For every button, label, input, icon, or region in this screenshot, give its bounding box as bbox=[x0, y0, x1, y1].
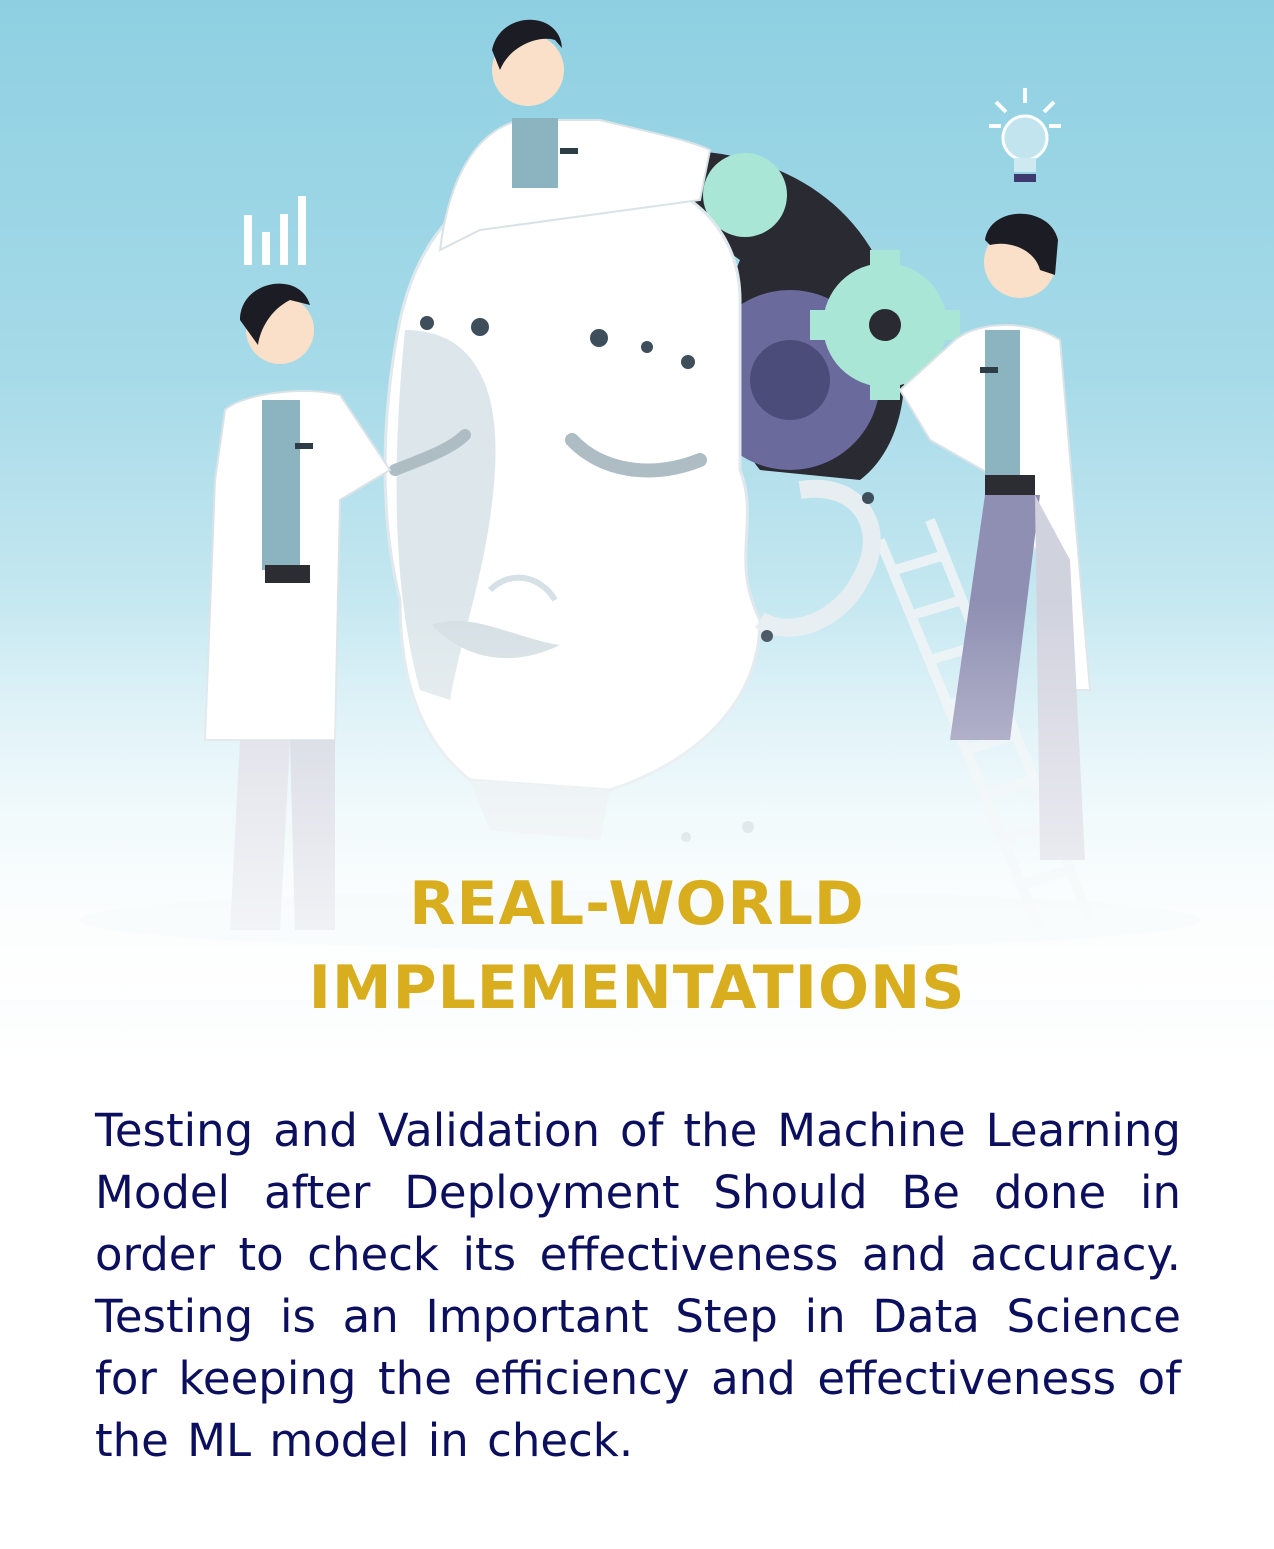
nose bbox=[487, 574, 558, 602]
gear-icon bbox=[810, 250, 960, 400]
headline-line-1: REAL-WORLD bbox=[409, 869, 865, 939]
lightbulb-icon bbox=[989, 88, 1061, 182]
left-eye bbox=[389, 429, 471, 476]
headline: REAL-WORLD IMPLEMENTATIONS bbox=[0, 862, 1274, 1030]
bar-chart-icon bbox=[244, 196, 306, 265]
bottom-fade bbox=[0, 600, 1274, 1000]
right-eye bbox=[565, 433, 707, 478]
headline-line-2: IMPLEMENTATIONS bbox=[308, 953, 966, 1023]
gear-icon bbox=[703, 153, 787, 237]
scientist-top bbox=[438, 19, 712, 252]
robot-head-illustration bbox=[0, 19, 1274, 1000]
body-paragraph: Testing and Validation of the Machine Le… bbox=[95, 1104, 1181, 1467]
